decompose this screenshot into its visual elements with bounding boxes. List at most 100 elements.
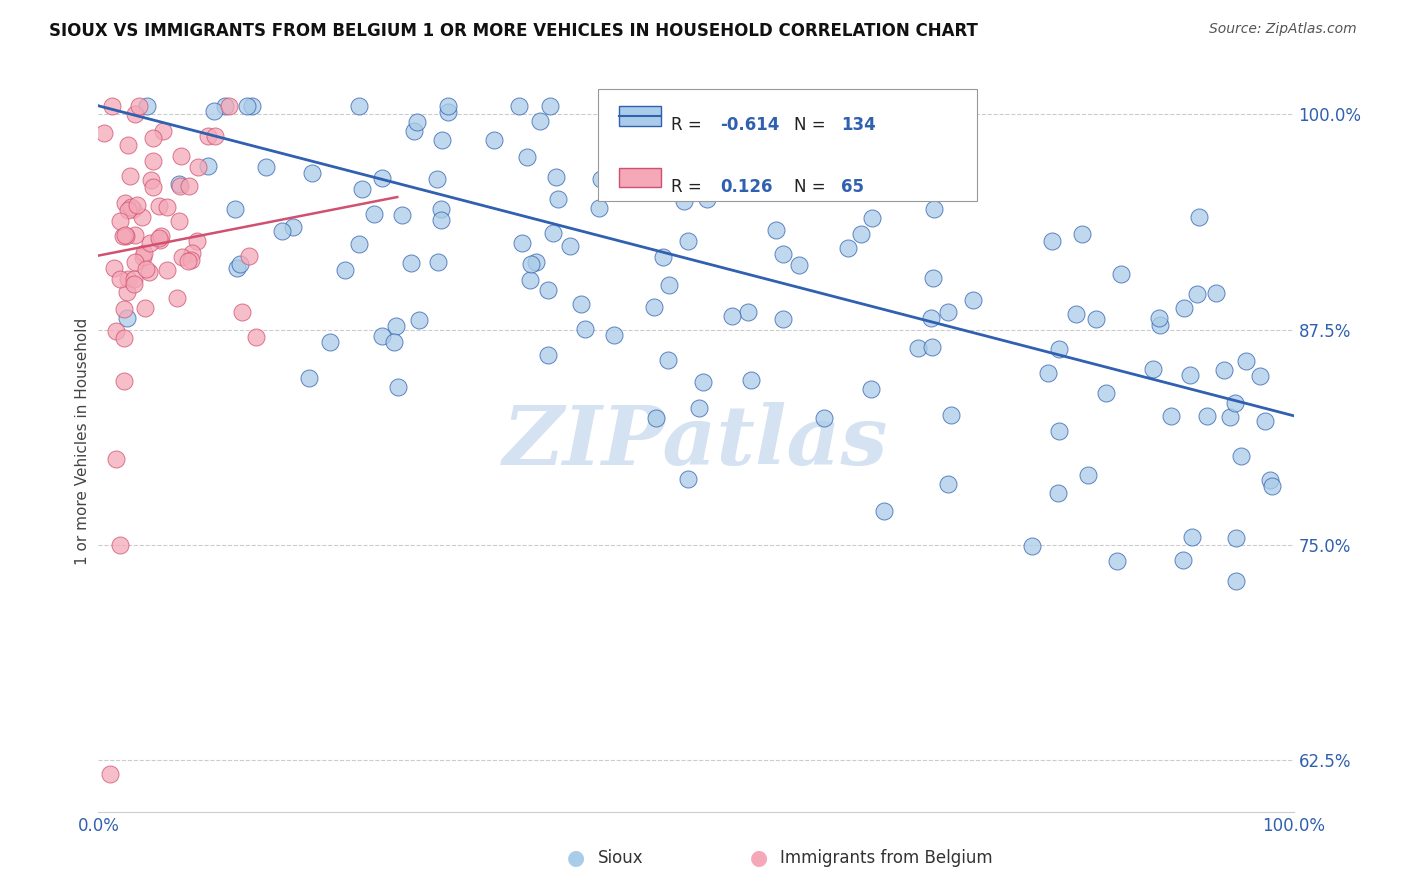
Text: -0.614: -0.614	[720, 116, 779, 134]
Point	[758, 99, 780, 113]
Point	[602, 328, 624, 343]
Point	[169, 178, 191, 193]
Point	[245, 330, 267, 344]
Point	[1225, 395, 1247, 409]
Point	[652, 250, 675, 264]
Point	[114, 227, 136, 242]
Point	[121, 202, 143, 217]
Point	[138, 236, 160, 251]
Point	[569, 297, 592, 311]
Point	[197, 128, 219, 143]
Point	[772, 247, 794, 261]
Point	[112, 302, 135, 317]
Point	[851, 227, 873, 241]
Point	[115, 285, 138, 300]
Point	[402, 123, 425, 137]
Point	[135, 261, 157, 276]
Point	[589, 172, 612, 186]
Point	[426, 171, 449, 186]
Point	[921, 340, 943, 354]
Point	[1047, 424, 1070, 438]
Point	[335, 262, 357, 277]
Point	[181, 246, 204, 260]
Point	[405, 114, 427, 128]
Point	[132, 250, 155, 264]
Text: 0.126: 0.126	[720, 178, 772, 195]
Point	[737, 304, 759, 318]
Point	[437, 105, 460, 120]
Point	[678, 234, 700, 248]
Point	[352, 182, 374, 196]
Point	[787, 258, 810, 272]
Point	[643, 300, 665, 314]
Point	[139, 172, 162, 186]
Point	[167, 178, 190, 192]
Point	[166, 291, 188, 305]
Point	[122, 277, 145, 291]
Point	[1142, 362, 1164, 376]
Point	[93, 127, 115, 141]
Point	[544, 170, 567, 185]
Point	[1042, 234, 1064, 248]
Point	[1095, 385, 1118, 400]
Point	[936, 305, 959, 319]
Point	[110, 214, 132, 228]
Point	[124, 107, 146, 121]
Point	[860, 382, 883, 396]
Point	[1225, 574, 1247, 588]
Point	[1261, 479, 1284, 493]
Point	[872, 504, 894, 518]
Point	[813, 411, 835, 425]
Point	[482, 133, 505, 147]
Point	[112, 229, 135, 244]
Point	[1077, 468, 1099, 483]
Point	[115, 229, 138, 244]
Point	[778, 109, 800, 123]
Point	[1085, 311, 1108, 326]
Point	[319, 335, 342, 350]
Point	[117, 202, 139, 217]
Point	[672, 194, 695, 208]
Text: ●: ●	[568, 848, 585, 868]
Point	[202, 104, 225, 119]
Text: Immigrants from Belgium: Immigrants from Belgium	[780, 849, 993, 867]
Point	[617, 151, 640, 165]
Point	[524, 254, 547, 268]
Point	[696, 192, 718, 206]
Point	[408, 312, 430, 326]
Point	[1219, 409, 1241, 424]
Point	[114, 196, 136, 211]
Point	[105, 451, 128, 466]
Point	[156, 200, 179, 214]
Point	[1149, 318, 1171, 333]
Point	[537, 283, 560, 297]
Point	[510, 235, 533, 250]
Point	[1105, 554, 1128, 568]
Point	[1111, 267, 1133, 281]
Point	[1047, 343, 1070, 357]
Point	[117, 311, 139, 326]
Point	[508, 99, 530, 113]
Point	[122, 272, 145, 286]
Point	[301, 166, 323, 180]
Point	[118, 169, 141, 183]
Point	[645, 411, 668, 425]
Point	[721, 309, 744, 323]
Point	[226, 260, 249, 275]
Point	[1230, 449, 1253, 463]
Point	[124, 255, 146, 269]
Point	[543, 227, 565, 241]
Point	[1205, 285, 1227, 300]
Point	[1249, 368, 1271, 383]
Point	[1173, 553, 1195, 567]
Point	[538, 99, 561, 113]
Point	[936, 477, 959, 491]
Point	[837, 242, 859, 256]
Point	[387, 380, 409, 394]
Point	[426, 255, 449, 269]
Point	[363, 207, 385, 221]
Point	[156, 263, 179, 277]
Point	[1225, 531, 1247, 545]
Point	[692, 376, 714, 390]
Point	[138, 265, 160, 279]
